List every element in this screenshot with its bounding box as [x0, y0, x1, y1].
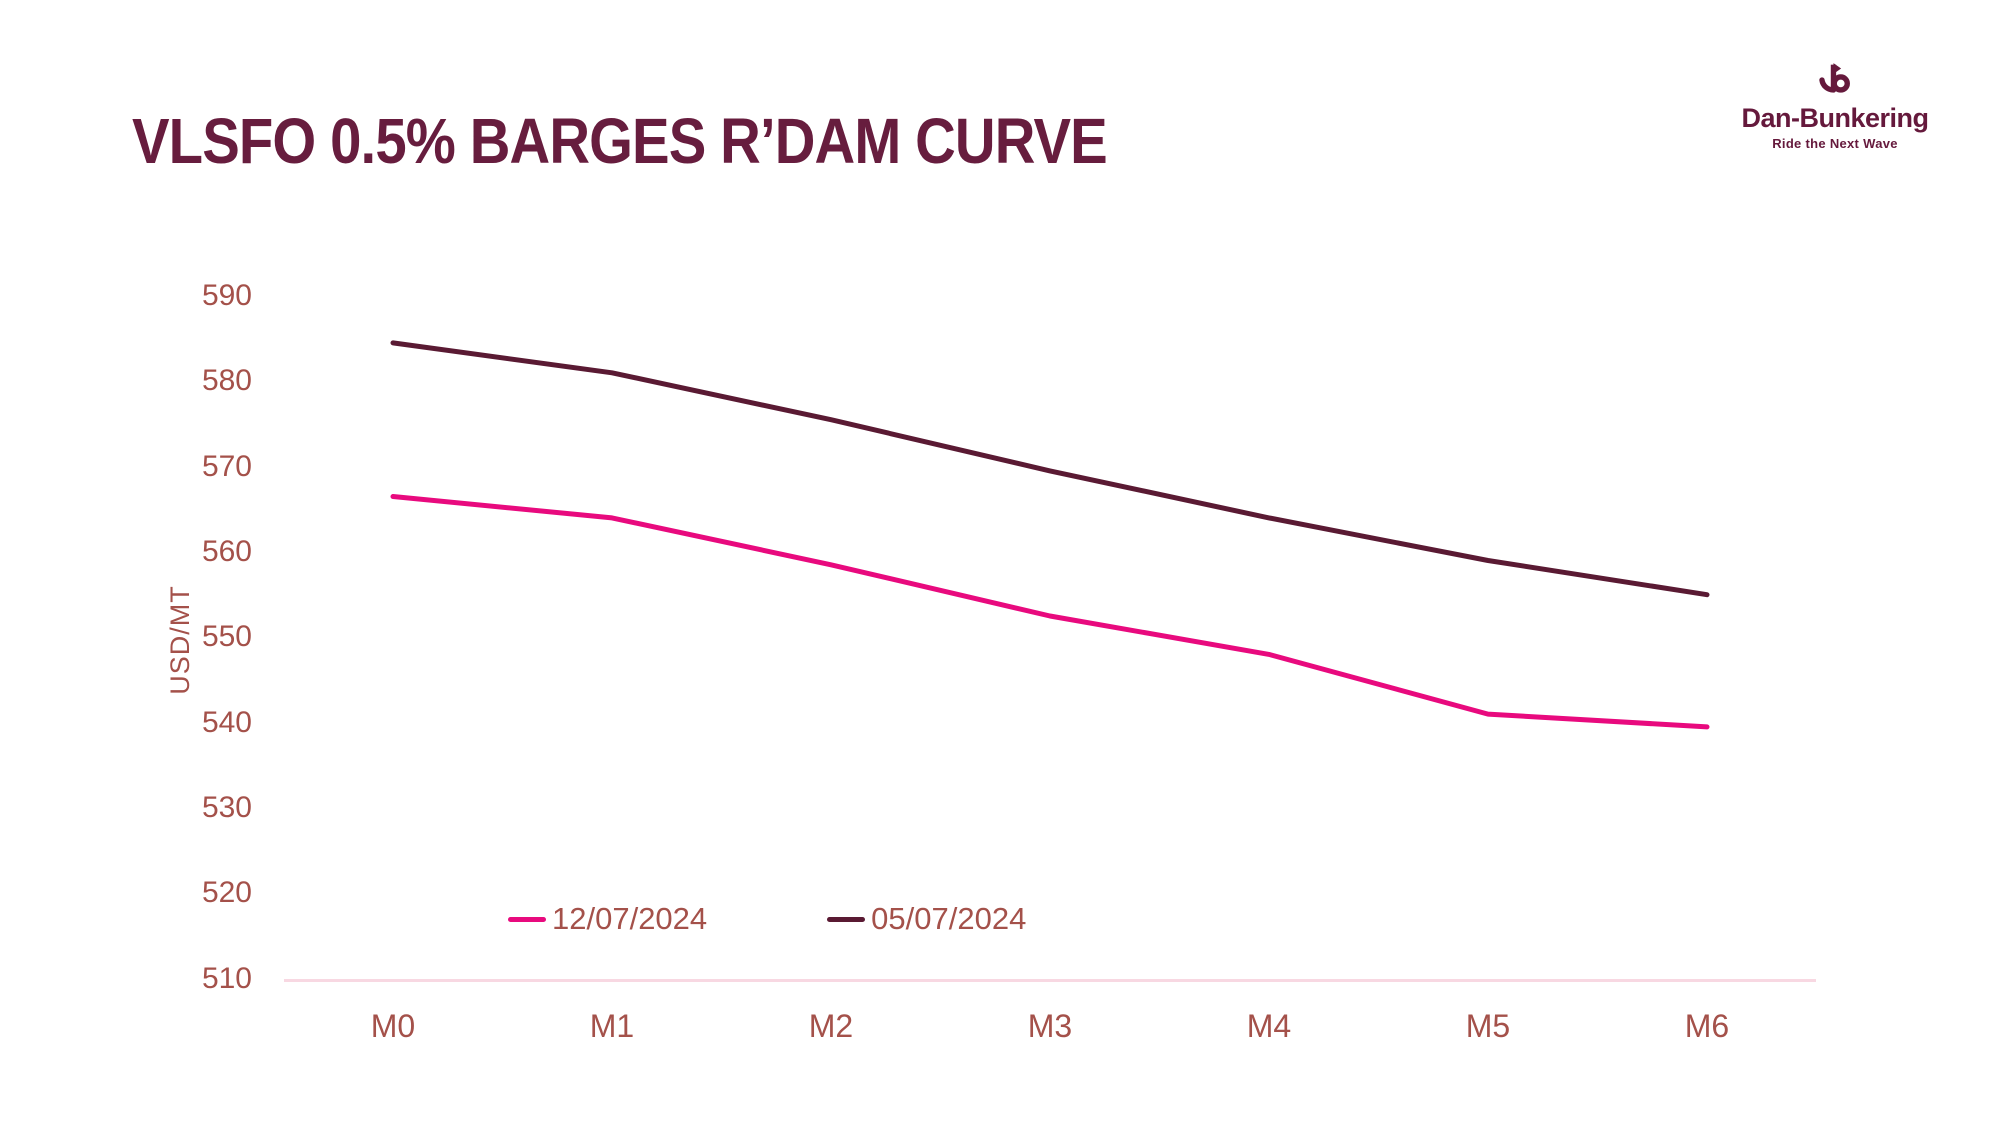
y-tick-label: 550	[201, 620, 252, 654]
legend-swatch-pink	[508, 916, 546, 922]
chart-title: VLSFO 0.5% BARGES R’DAM CURVE	[132, 105, 1108, 177]
y-tick-label: 560	[201, 534, 252, 568]
legend-item-05-07-2024: 05/07/2024	[827, 901, 1026, 937]
x-tick-label: M0	[370, 1008, 416, 1044]
x-tick-label: M3	[1027, 1008, 1073, 1044]
series-line-12-07-2024	[390, 494, 1710, 730]
logo-name: Dan-Bunkering	[1741, 103, 1929, 133]
x-axis-line	[284, 979, 1816, 982]
legend-label: 05/07/2024	[871, 901, 1027, 936]
x-tick-label: M4	[1246, 1008, 1292, 1044]
y-tick-label: 540	[201, 705, 252, 739]
y-tick-label: 520	[201, 876, 252, 910]
chart-legend: 12/07/2024 05/07/2024	[508, 901, 1026, 937]
x-tick-label: M5	[1465, 1008, 1511, 1044]
y-tick-label: 570	[201, 449, 252, 483]
logo-tagline: Ride the Next Wave	[1772, 136, 1898, 151]
y-tick-label: 580	[201, 364, 252, 398]
legend-swatch-maroon	[827, 916, 866, 922]
y-tick-label: 590	[201, 279, 252, 312]
x-tick-label: M2	[808, 1008, 854, 1044]
y-tick-label: 510	[201, 961, 252, 995]
legend-label: 12/07/2024	[552, 901, 708, 936]
anchor-icon	[1819, 63, 1850, 93]
x-tick-label: M6	[1684, 1008, 1730, 1044]
logo: Dan-Bunkering Ride the Next Wave	[1722, 58, 1948, 151]
series-line-05-07-2024	[390, 340, 1710, 598]
legend-item-12-07-2024: 12/07/2024	[508, 901, 707, 937]
y-tick-label: 530	[201, 790, 252, 824]
x-tick-label: M1	[589, 1008, 635, 1044]
